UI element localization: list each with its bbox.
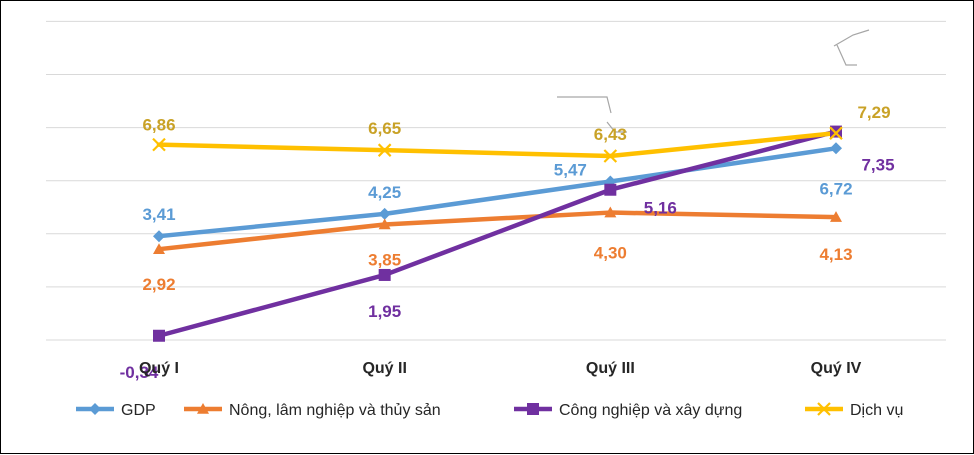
series-line-cong-nghiep-va-xay-dung <box>156 129 839 339</box>
data-point-cong-nghiep-va-xay-dung <box>378 268 391 281</box>
data-point-dich-vu <box>152 137 166 152</box>
legend-item-dich-vu: Dịch vụ <box>805 402 903 419</box>
data-point-dich-vu <box>377 143 392 157</box>
data-point-cong-nghiep-va-xay-dung <box>830 125 842 138</box>
data-label-gdp: 6,72 <box>819 179 852 198</box>
data-point-dich-vu <box>603 149 618 163</box>
data-label-nong-lam-nghiep-va-thuy-san: 2,92 <box>142 275 175 294</box>
data-label-nong-lam-nghiep-va-thuy-san: 4,13 <box>819 245 852 264</box>
series-line-gdp <box>156 146 839 239</box>
legend-item-gdp: GDP <box>76 402 156 419</box>
data-label-gdp: 3,41 <box>142 205 175 224</box>
data-label-nong-lam-nghiep-va-thuy-san: 4,30 <box>594 244 627 263</box>
data-label-gdp: 5,47 <box>554 160 587 179</box>
legend-item-cong-nghiep-va-xay-dung: Công nghiệp và xây dựng <box>514 402 742 419</box>
data-point-nong-lam-nghiep-va-thuy-san <box>153 243 165 254</box>
legend-label: Dịch vụ <box>850 402 903 419</box>
series-line-dich-vu <box>156 130 839 159</box>
x-tick-label: Quý II <box>362 360 406 377</box>
data-label-cong-nghiep-va-xay-dung: 1,95 <box>368 302 401 321</box>
data-point-gdp <box>830 142 842 155</box>
legend-marker <box>527 403 539 415</box>
data-label-cong-nghiep-va-xay-dung: 7,35 <box>861 156 894 175</box>
leader-line <box>557 96 612 114</box>
data-point-nong-lam-nghiep-va-thuy-san <box>830 211 842 222</box>
data-label-gdp: 4,25 <box>368 183 401 202</box>
data-point-cong-nghiep-va-xay-dung <box>604 183 617 196</box>
data-point-nong-lam-nghiep-va-thuy-san <box>378 218 391 230</box>
x-tick-label: Quý I <box>139 360 179 377</box>
legend-item-nong-lam-nghiep-va-thuy-san: Nông, lâm nghiệp và thủy sản <box>184 402 441 419</box>
legend-marker <box>817 402 831 416</box>
leader-line <box>606 121 627 133</box>
data-point-cong-nghiep-va-xay-dung <box>153 329 165 342</box>
data-point-gdp <box>153 230 165 243</box>
data-label-cong-nghiep-va-xay-dung: -0,34 <box>120 363 159 382</box>
legend-marker <box>89 403 101 415</box>
x-tick-label: Quý III <box>586 360 635 377</box>
data-point-dich-vu <box>829 126 843 140</box>
data-label-dich-vu: 7,29 <box>857 103 890 122</box>
data-label-dich-vu: 6,43 <box>594 125 627 144</box>
data-point-gdp <box>378 207 391 220</box>
x-tick-label: Quý IV <box>811 360 862 377</box>
data-label-dich-vu: 6,86 <box>142 116 175 135</box>
leader-line <box>833 29 870 47</box>
leader-line <box>836 44 857 66</box>
data-point-nong-lam-nghiep-va-thuy-san <box>604 206 617 218</box>
data-label-dich-vu: 6,65 <box>368 119 401 138</box>
legend-label: Nông, lâm nghiệp và thủy sản <box>229 402 441 419</box>
legend-label: Công nghiệp và xây dựng <box>559 402 742 419</box>
series-line-nong-lam-nghiep-va-thuy-san <box>156 210 839 252</box>
legend-marker <box>197 403 209 414</box>
data-label-nong-lam-nghiep-va-thuy-san: 3,85 <box>368 251 401 270</box>
legend-label: GDP <box>121 402 156 419</box>
data-label-cong-nghiep-va-xay-dung: 5,16 <box>644 199 677 218</box>
